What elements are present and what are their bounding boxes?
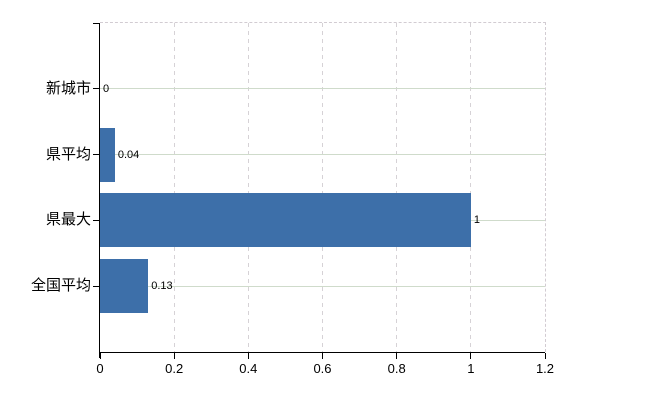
category-label: 県最大: [45, 211, 91, 229]
bar: [100, 127, 115, 182]
x-tick-label: 1.2: [535, 361, 555, 376]
y-axis-line: [99, 23, 100, 358]
y-axis-tick: [93, 219, 99, 221]
bar-value-label: 0: [103, 82, 110, 95]
x-tick-label: 0.6: [313, 361, 332, 376]
plot-border-right: [545, 22, 546, 352]
x-axis-tick: [99, 353, 101, 359]
x-tick-label: 0.4: [239, 361, 258, 376]
category-label: 全国平均: [30, 277, 91, 295]
x-axis-tick: [470, 353, 472, 359]
x-axis-tick: [396, 353, 398, 359]
x-grid-line: [322, 23, 323, 352]
x-tick-label: 0: [96, 361, 104, 376]
x-grid-line: [247, 23, 249, 352]
x-axis-tick: [322, 353, 323, 359]
y-axis-tick: [93, 285, 99, 287]
category-label: 県平均: [45, 145, 91, 163]
x-tick-label: 0.2: [165, 361, 184, 376]
bar: [100, 259, 149, 314]
category-label: 新城市: [45, 79, 91, 97]
y-grid-line: [100, 285, 545, 287]
bar-value-label: 0.13: [151, 280, 173, 293]
y-grid-line: [100, 88, 545, 90]
plot-border-top: [100, 22, 546, 23]
x-tick-label: 0.8: [387, 361, 406, 376]
x-grid-line: [470, 23, 472, 352]
x-grid-line: [173, 23, 175, 352]
y-axis-tick: [93, 154, 99, 156]
y-axis-tick: [93, 88, 99, 90]
y-axis-end-tick: [93, 23, 99, 24]
y-grid-line: [100, 154, 545, 156]
x-axis-tick: [247, 353, 249, 359]
bar-value-label: 0.04: [117, 148, 140, 161]
x-axis-tick: [173, 353, 175, 359]
bar-value-label: 1: [473, 214, 480, 227]
x-tick-label: 1: [467, 361, 475, 376]
x-grid-line: [396, 23, 398, 352]
x-axis-line: [99, 352, 545, 353]
bar: [100, 193, 471, 248]
x-axis-tick: [544, 353, 546, 359]
plot-area: 新城市 0 県平均 0.04 県最大 1 全国平均 0.13 0 0.2 0.4 0.6 0.8 1 1.2: [31, 22, 554, 376]
